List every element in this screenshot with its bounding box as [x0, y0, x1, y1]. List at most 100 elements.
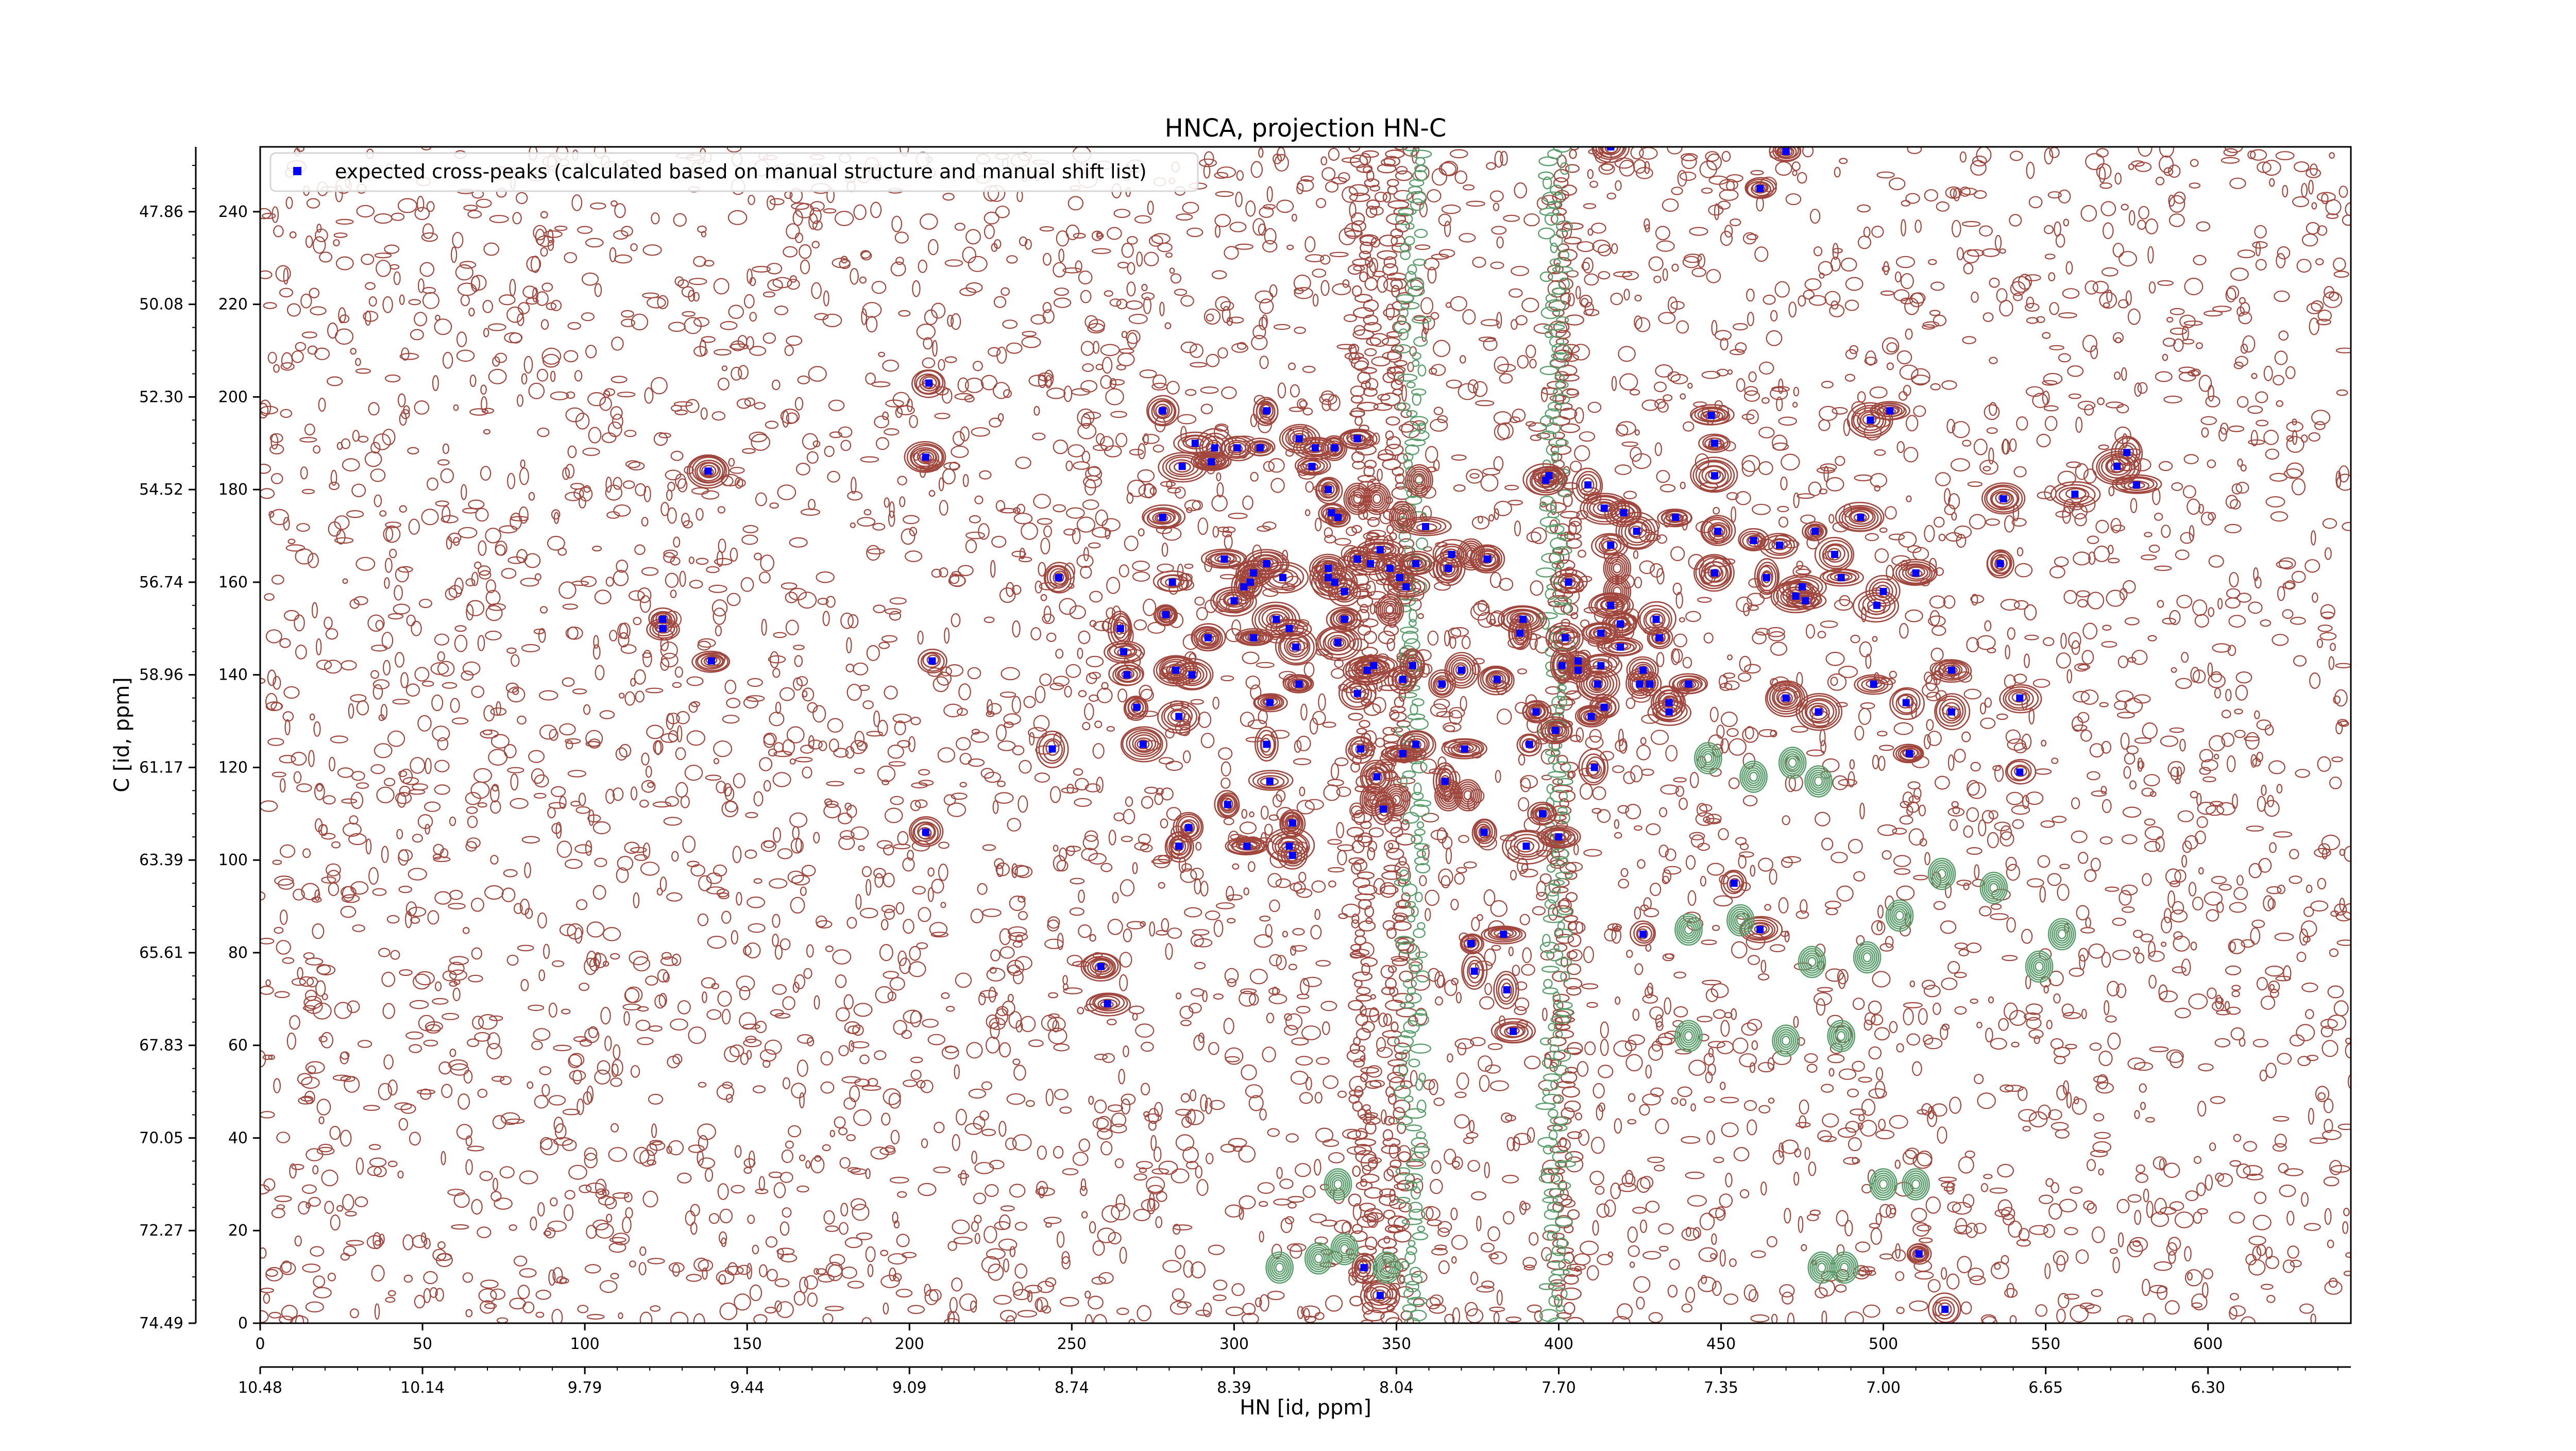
cross-peak-point: [1286, 625, 1293, 632]
cross-peak-point: [1481, 829, 1488, 836]
cross-peak-point: [1558, 662, 1566, 669]
cross-peak-point: [1484, 555, 1491, 563]
cross-peak-point: [1731, 880, 1738, 887]
cross-peak-point: [1179, 463, 1186, 470]
cross-peak-point: [659, 616, 666, 623]
y-tick-label: 80: [228, 944, 248, 962]
cross-peak-point: [1354, 435, 1361, 442]
legend-marker-icon: [293, 167, 301, 175]
cross-peak-point: [1230, 597, 1238, 604]
cross-peak-point: [1250, 569, 1257, 577]
y-tick-label: 220: [218, 296, 248, 314]
cross-peak-point: [1097, 963, 1105, 970]
cross-peak-point: [1672, 514, 1679, 521]
cross-peak-point: [1279, 574, 1286, 581]
cross-peak-point: [1325, 574, 1332, 581]
cross-peak-point: [1756, 926, 1764, 933]
cross-peak-point: [1857, 514, 1865, 521]
cross-peak-point: [1325, 565, 1332, 572]
cross-peak-point: [1221, 555, 1228, 563]
y-ppm-tick-label: 67.83: [139, 1037, 183, 1055]
cross-peak-point: [1802, 597, 1809, 604]
cross-peak-point: [1412, 560, 1419, 567]
x-ppm-tick-label: 10.14: [400, 1379, 445, 1397]
cross-peak-point: [1711, 472, 1718, 479]
y-tick-label: 140: [218, 666, 248, 684]
cross-peak-point: [1574, 667, 1582, 674]
cross-peak-point: [1205, 634, 1212, 642]
cross-peak-point: [1617, 644, 1624, 651]
cross-peak-point: [1776, 542, 1783, 549]
cross-peak-point: [1565, 579, 1572, 586]
cross-peak-point: [1341, 588, 1348, 595]
cross-peak-point: [1104, 1000, 1111, 1007]
x-ppm-tick-label: 9.09: [892, 1379, 927, 1397]
x-tick-label: 400: [1544, 1335, 1573, 1353]
cross-peak-point: [1838, 574, 1845, 581]
y-ppm-tick-label: 58.96: [139, 666, 183, 684]
cross-peak-point: [1208, 458, 1215, 465]
cross-peak-point: [1510, 1028, 1517, 1035]
x-ppm-tick-label: 7.35: [1704, 1379, 1738, 1397]
cross-peak-point: [1367, 560, 1374, 567]
cross-peak-point: [1331, 579, 1338, 586]
cross-peak-point: [1224, 801, 1231, 808]
cross-peak-point: [1714, 528, 1721, 535]
cross-peak-point: [1295, 435, 1302, 442]
cross-peak-point: [1607, 542, 1614, 549]
cross-peak-point: [1639, 667, 1647, 674]
cross-peak-point: [1374, 773, 1381, 780]
y-ppm-tick-label: 50.08: [139, 296, 183, 314]
cross-peak-point: [1750, 537, 1757, 544]
y-ppm-tick-label: 74.49: [139, 1314, 183, 1332]
cross-peak-point: [1711, 440, 1718, 447]
cross-peak-point: [1409, 662, 1416, 669]
cross-peak-point: [1211, 444, 1218, 451]
cross-peak-point: [1162, 611, 1170, 618]
cross-peak-point: [1370, 662, 1377, 669]
cross-peak-point: [1601, 704, 1608, 711]
cross-peak-point: [1555, 833, 1563, 840]
cross-peak-point: [1500, 931, 1507, 938]
cross-peak-point: [2016, 768, 2023, 775]
cross-peak-point: [922, 453, 929, 461]
cross-peak-point: [1471, 968, 1478, 975]
cross-peak-point: [1763, 574, 1770, 581]
cross-peak-point: [1189, 671, 1196, 679]
cross-peak-point: [1240, 583, 1247, 590]
cross-peak-point: [1159, 407, 1166, 414]
y-ppm-tick-label: 65.61: [139, 944, 183, 962]
x-tick-label: 300: [1219, 1335, 1249, 1353]
cross-peak-point: [1448, 551, 1455, 558]
x-ppm-tick-label: 10.48: [238, 1379, 282, 1397]
cross-peak-point: [1192, 440, 1199, 447]
x-ppm-tick-label: 7.70: [1541, 1379, 1576, 1397]
cross-peak-point: [1273, 616, 1280, 623]
cross-peak-point: [705, 467, 712, 475]
cross-peak-point: [1263, 741, 1270, 748]
cross-peak-point: [1399, 750, 1406, 757]
cross-peak-point: [1309, 463, 1316, 470]
y-ppm-tick-label: 47.86: [139, 203, 183, 221]
cross-peak-point: [1783, 695, 1790, 702]
cross-peak-point: [1494, 676, 1501, 683]
legend: expected cross-peaks (calculated based o…: [270, 153, 1198, 191]
cross-peak-point: [1175, 842, 1182, 850]
cross-peak-point: [1948, 667, 1955, 674]
x-tick-label: 550: [2031, 1335, 2060, 1353]
chart-title: HNCA, projection HN-C: [1165, 114, 1447, 143]
cross-peak-point: [1620, 509, 1628, 516]
x-ppm-tick-label: 8.04: [1379, 1379, 1414, 1397]
cross-peak-point: [2016, 695, 2023, 702]
x-ppm-tick-label: 8.39: [1217, 1379, 1251, 1397]
cross-peak-point: [1377, 546, 1384, 553]
cross-peak-point: [1906, 750, 1913, 757]
cross-peak-point: [1584, 481, 1591, 488]
y-ppm-tick-label: 61.17: [139, 758, 183, 777]
cross-peak-point: [1562, 634, 1569, 642]
cross-peak-point: [1341, 616, 1348, 623]
cross-peak-point: [1516, 630, 1523, 637]
cross-peak-point: [1903, 699, 1910, 706]
